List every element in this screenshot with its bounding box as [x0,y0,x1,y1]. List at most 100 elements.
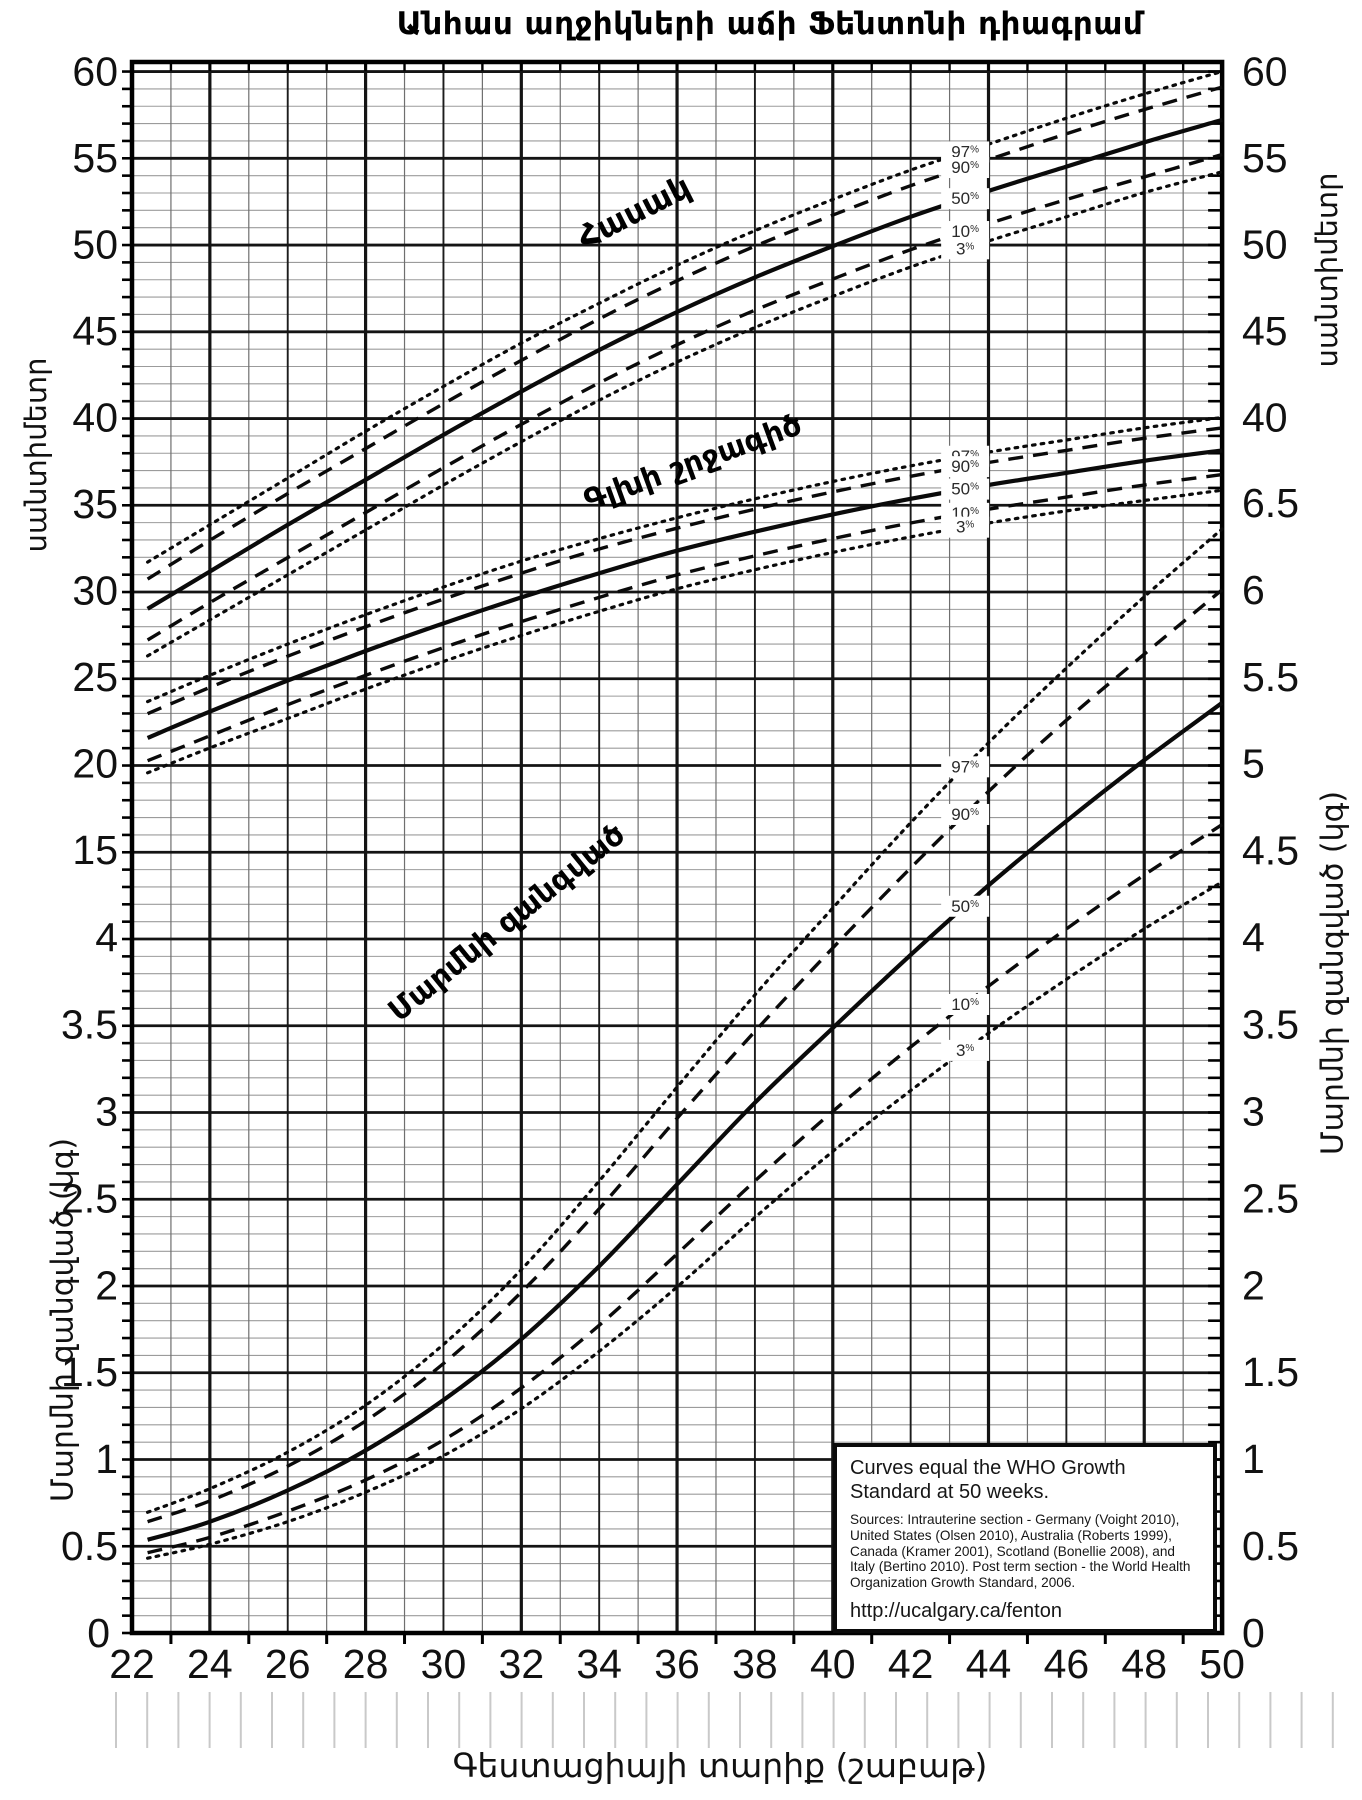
curve-weight-90 [147,588,1224,1524]
percentile-label-gap [941,188,990,210]
svg-text:46: 46 [1044,1641,1090,1687]
curve-length-10 [146,152,1223,642]
page-title: Անհաս աղջիկների աճի Ֆենտոնի դիագրամ [396,6,1144,42]
percentile-label-gap [941,238,990,260]
svg-text:0.5: 0.5 [1242,1523,1299,1569]
curve-head_circumference-50 [146,448,1223,740]
info-box-heading: Curves equal the WHO Growth Standard at … [850,1457,1126,1503]
curve-length-97 [146,69,1224,564]
svg-text:40: 40 [72,395,118,441]
svg-text:2.5: 2.5 [1242,1175,1299,1221]
svg-text:60: 60 [1242,49,1288,95]
x-axis-title: Գեստացիայի տարիք (շաբաթ) [452,1746,988,1785]
svg-text:45: 45 [1242,308,1288,354]
svg-text:30: 30 [72,568,118,614]
left-kg-axis-label: Մարմնի զանգված (կգ) [45,1137,81,1503]
curve-weight-50 [147,701,1224,1542]
percentile-label-gap [941,157,990,179]
svg-text:4.5: 4.5 [1242,828,1299,874]
svg-text:48: 48 [1121,1641,1167,1687]
info-box: Curves equal the WHO Growth Standard at … [833,1443,1217,1633]
svg-text:26: 26 [265,1641,311,1687]
percentile-label-gap [941,993,990,1015]
svg-text:2: 2 [95,1262,118,1308]
curve-head_circumference-90 [146,426,1223,716]
svg-text:50: 50 [1242,222,1288,268]
svg-text:1: 1 [1242,1436,1265,1482]
percentile-label-gap [941,756,990,778]
svg-text:3.5: 3.5 [61,1001,118,1047]
right-cm-axis-label: սանտիմետր [1310,172,1344,368]
svg-text:0: 0 [1242,1610,1265,1656]
percentile-label-gap [941,221,990,243]
percentile-label-gap [941,478,990,500]
curve-weight-3 [146,880,1224,1560]
svg-text:0: 0 [87,1610,110,1656]
svg-text:34: 34 [576,1641,622,1687]
svg-text:1.5: 1.5 [1242,1349,1299,1395]
svg-text:35: 35 [72,481,118,527]
percentile-label-gap [941,516,990,538]
svg-text:40: 40 [1242,395,1288,441]
info-box-sources: Sources: Intrauterine section - Germany … [850,1512,1191,1591]
curve-length-90 [146,85,1223,581]
svg-text:6: 6 [1242,567,1265,613]
curve-head_circumference-3 [146,488,1224,775]
axis-number-labels: 6055504540353025201543.532.521.510.50605… [61,49,1299,1688]
grid-week-lines [170,62,1184,1633]
bottom-date-ruler [115,1692,1334,1748]
svg-text:38: 38 [732,1641,778,1687]
svg-text:25: 25 [72,654,118,700]
curve-length-50 [146,117,1223,611]
svg-text:36: 36 [654,1641,700,1687]
svg-text:55: 55 [1242,135,1288,181]
svg-text:60: 60 [72,49,118,95]
right-kg-axis-label: Մարմնի զանգված (կգ) [1315,790,1351,1156]
svg-text:2.5: 2.5 [61,1175,118,1221]
svg-text:4: 4 [1242,915,1265,961]
svg-text:1: 1 [95,1436,118,1482]
curve-weight-10 [147,823,1224,1555]
svg-text:5.5: 5.5 [1242,654,1299,700]
svg-text:40: 40 [810,1641,856,1687]
svg-text:42: 42 [888,1641,934,1687]
svg-text:50: 50 [1199,1641,1245,1687]
curve-weight-97 [146,527,1224,1514]
curves-weight [146,527,1224,1560]
svg-text:6.5: 6.5 [1242,480,1299,526]
left-cm-axis-label: սանտիմետր [19,357,53,553]
svg-text:22: 22 [109,1641,155,1687]
svg-text:3: 3 [95,1088,118,1134]
percentile-curves [146,69,1224,1560]
percentile-label-gap [941,456,990,478]
curve-length-3 [146,170,1224,658]
svg-text:3.5: 3.5 [1242,1001,1299,1047]
curves-head_circumference [146,415,1224,775]
curve-head_circumference-97 [146,415,1224,704]
svg-text:44: 44 [966,1641,1012,1687]
svg-text:1.5: 1.5 [61,1349,118,1395]
svg-text:55: 55 [72,135,118,181]
curve-head_circumference-10 [146,472,1223,763]
svg-text:20: 20 [72,741,118,787]
svg-text:24: 24 [187,1641,233,1687]
percentile-label-gap [941,895,990,917]
svg-text:50: 50 [72,222,118,268]
svg-text:45: 45 [72,308,118,354]
percentile-curve-labels: 97%90%50%10%3%97%90%50%10%3%97%90%50%10%… [941,141,990,1061]
svg-text:5: 5 [1242,741,1265,787]
svg-text:2: 2 [1242,1262,1265,1308]
grid-major [132,62,1223,1635]
svg-text:4: 4 [95,915,118,961]
svg-text:32: 32 [499,1641,545,1687]
percentile-label-gap [941,803,990,825]
percentile-label-gap [941,1039,990,1061]
curves-length [146,69,1224,658]
svg-text:15: 15 [72,827,118,873]
svg-text:3: 3 [1242,1088,1265,1134]
svg-text:30: 30 [421,1641,467,1687]
svg-text:0.5: 0.5 [61,1523,118,1569]
info-box-url: http://ucalgary.ca/fenton [850,1599,1062,1622]
